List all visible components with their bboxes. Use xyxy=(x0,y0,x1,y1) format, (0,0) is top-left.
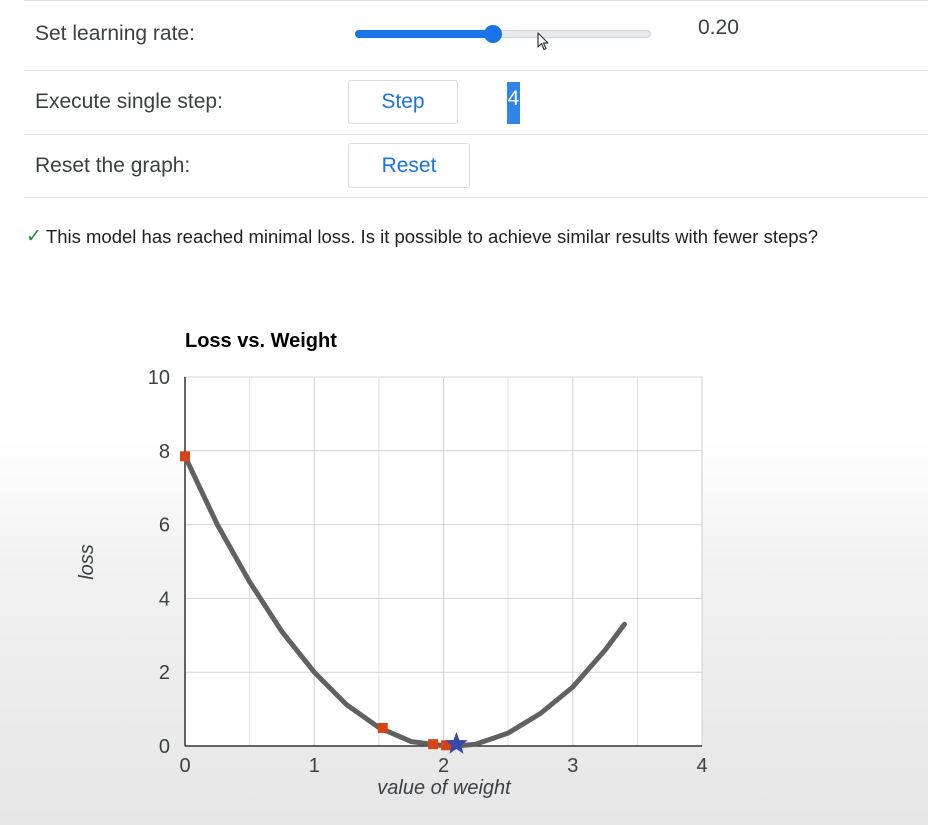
y-tick-label: 8 xyxy=(159,441,170,463)
status-message: ✓ This model has reached minimal loss. I… xyxy=(26,225,818,248)
status-message-text: This model has reached minimal loss. Is … xyxy=(45,225,819,247)
row-divider xyxy=(24,197,928,198)
row-divider xyxy=(24,134,928,135)
loss-chart: 0 1 2 3 4 0 2 4 6 8 10 Loss vs. Weight value of we… xyxy=(76,330,708,799)
chart-grid xyxy=(184,376,703,747)
y-tick-label: 4 xyxy=(159,588,170,610)
x-tick-label: 0 xyxy=(179,755,190,777)
learning-rate-slider-fill xyxy=(355,30,493,38)
step-button[interactable]: Step xyxy=(348,80,458,124)
x-axis-label: value of weight xyxy=(377,777,512,799)
step-label: Execute single step: xyxy=(35,90,223,113)
learning-rate-slider-thumb[interactable] xyxy=(483,25,502,43)
learning-rate-value: 0.20 xyxy=(698,16,739,39)
chart-ticks: 0 1 2 3 4 0 2 4 6 8 10 xyxy=(148,367,708,777)
x-tick-label: 2 xyxy=(438,755,449,777)
loss-curve xyxy=(182,453,627,749)
check-icon: ✓ xyxy=(26,226,42,247)
chart-title: Loss vs. Weight xyxy=(185,330,337,352)
y-tick-label: 0 xyxy=(159,736,170,758)
step-count: 4 xyxy=(507,82,520,124)
learning-rate-label: Set learning rate: xyxy=(35,22,195,45)
step-marker xyxy=(180,451,190,462)
x-tick-label: 1 xyxy=(309,755,320,777)
y-tick-label: 10 xyxy=(148,367,170,389)
top-divider xyxy=(24,0,928,1)
x-tick-label: 4 xyxy=(696,755,707,777)
step-markers xyxy=(180,451,452,751)
row-divider xyxy=(24,70,928,71)
y-axis-label: loss xyxy=(76,544,98,580)
x-tick-label: 3 xyxy=(567,755,578,777)
step-marker xyxy=(428,739,439,750)
reset-label: Reset the graph: xyxy=(35,154,191,177)
y-tick-label: 2 xyxy=(159,662,170,684)
minimum-star-icon xyxy=(445,732,468,754)
reset-button[interactable]: Reset xyxy=(348,143,470,188)
step-marker xyxy=(377,722,388,733)
mouse-cursor-icon xyxy=(537,32,549,51)
y-tick-label: 6 xyxy=(159,515,170,537)
step-marker xyxy=(441,740,452,751)
